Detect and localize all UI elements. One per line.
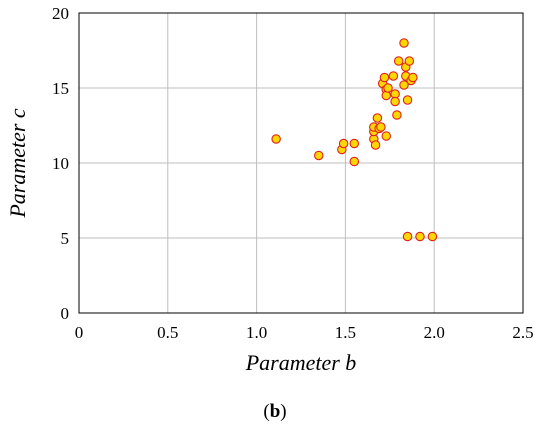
x-tick-label: 0 [75,323,84,342]
data-point [383,83,393,93]
y-tick-label: 0 [61,304,70,323]
x-tick-label: 1.0 [246,323,267,342]
x-tick-label: 2.5 [512,323,533,342]
plot-frame [78,12,524,314]
data-point [349,156,360,167]
data-point [376,122,386,132]
data-point [314,150,324,161]
data-point [372,113,383,123]
caption-letter: b [270,401,281,422]
data-point [388,71,399,81]
gridlines [79,13,523,313]
data-point [399,38,409,48]
data-point [338,138,349,149]
data-point [408,72,418,83]
data-point [427,231,438,242]
data-point [381,131,391,141]
data-points [271,38,438,242]
caption-close-paren: ) [280,401,286,422]
data-point [415,231,425,242]
figure-caption: (b) [263,401,286,422]
tick-labels: 0 0.5 1.0 1.5 2.0 2.5 0 5 10 15 20 [52,4,534,342]
x-axis-title: Parameter b [245,350,357,375]
data-point [402,95,413,105]
x-tick-label: 2.0 [424,323,445,342]
data-point [399,80,409,90]
data-point [390,96,400,107]
data-point [370,140,381,150]
y-tick-label: 15 [52,79,69,98]
data-point [349,138,360,149]
data-point [271,134,281,144]
data-point [404,56,415,66]
y-axis-title: Parameter c [5,108,30,219]
y-tick-label: 5 [61,229,70,248]
x-tick-label: 0.5 [157,323,178,342]
data-point [393,56,404,66]
y-tick-label: 20 [52,4,69,23]
y-tick-label: 10 [52,154,69,173]
x-tick-label: 1.5 [335,323,356,342]
data-point [379,72,390,83]
caption-open-paren: ( [263,401,269,422]
data-point [392,110,402,120]
data-point [402,231,413,242]
